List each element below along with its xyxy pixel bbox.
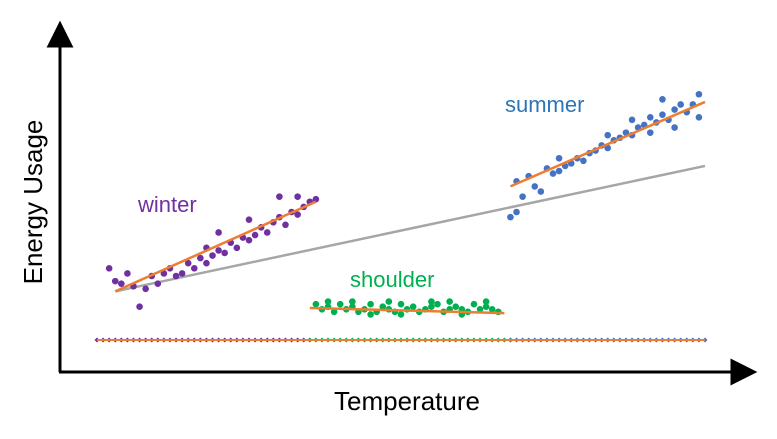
- shoulder-point: [324, 298, 332, 305]
- shoulder-point: [385, 298, 393, 305]
- winter-point: [203, 259, 210, 267]
- winter-point: [215, 247, 222, 254]
- shoulder-fit-line: [309, 306, 505, 315]
- x-axis-title: Temperature: [334, 386, 480, 416]
- summer-point: [695, 90, 703, 98]
- shoulder-point: [428, 303, 435, 311]
- shoulder-point: [379, 303, 387, 311]
- winter-point: [178, 270, 186, 277]
- winter-point: [197, 254, 204, 262]
- summer-point: [580, 157, 587, 165]
- summer-point: [659, 111, 666, 119]
- winter-point: [294, 211, 301, 218]
- winter-point: [233, 244, 241, 252]
- shoulder-point: [367, 311, 374, 318]
- summer-point: [677, 101, 684, 108]
- summer-point: [671, 124, 678, 131]
- winter-point: [263, 229, 271, 236]
- summer-point: [646, 113, 654, 121]
- shoulder-point: [452, 303, 460, 311]
- shoulder-point: [446, 298, 453, 305]
- shoulder-point: [336, 300, 344, 308]
- shoulder-point: [409, 303, 417, 311]
- summer-point: [646, 129, 654, 136]
- shoulder-label: shoulder: [350, 267, 434, 292]
- shoulder-point: [330, 308, 338, 316]
- winter-point: [245, 236, 253, 244]
- winter-point: [111, 277, 119, 285]
- summer-point: [513, 208, 520, 216]
- shoulder-point: [312, 300, 320, 308]
- winter-point: [282, 221, 289, 229]
- summer-label: summer: [505, 92, 584, 117]
- winter-point: [184, 259, 192, 267]
- summer-point: [628, 116, 636, 124]
- summer-point: [695, 113, 703, 121]
- winter-point: [294, 193, 301, 200]
- summer-point: [555, 167, 563, 175]
- summer-fit-line: [509, 100, 706, 188]
- shoulder-point: [349, 298, 356, 305]
- summer-point: [671, 106, 678, 113]
- summer-point: [555, 154, 563, 162]
- winter-point: [215, 229, 222, 236]
- shoulder-point: [434, 300, 441, 308]
- winter-point: [190, 265, 198, 272]
- winter-point: [245, 216, 253, 223]
- winter-point: [251, 231, 259, 239]
- y-axis-title: Energy Usage: [18, 120, 48, 285]
- summer-point: [519, 193, 526, 200]
- winter-point: [312, 195, 320, 203]
- shoulder-point: [482, 303, 490, 311]
- data-layer: [94, 90, 708, 343]
- winter-point: [209, 252, 216, 259]
- winter-point: [160, 270, 168, 277]
- winter-point: [105, 265, 113, 272]
- summer-point: [604, 131, 612, 139]
- winter-point: [142, 285, 149, 293]
- shoulder-point: [397, 300, 405, 308]
- shoulder-point: [397, 311, 405, 318]
- summer-point: [507, 213, 514, 221]
- overall-trend-line: [114, 164, 706, 293]
- winter-point: [124, 270, 131, 277]
- summer-point: [537, 188, 545, 195]
- summer-point: [659, 96, 666, 103]
- shoulder-point: [470, 300, 478, 308]
- winter-point: [276, 193, 283, 200]
- shoulder-point: [367, 300, 374, 308]
- shoulder-point: [476, 305, 484, 313]
- shoulder-point: [488, 305, 496, 313]
- winter-point: [118, 280, 125, 287]
- winter-fit-line: [114, 200, 317, 293]
- winter-point: [221, 249, 228, 257]
- shoulder-point: [428, 298, 435, 305]
- summer-point: [604, 144, 612, 152]
- winter-point: [154, 280, 162, 287]
- summer-point: [549, 170, 557, 177]
- winter-point: [136, 303, 143, 311]
- shoulder-point: [482, 298, 490, 305]
- summer-point: [531, 183, 539, 190]
- winter-point: [172, 272, 180, 280]
- winter-label: winter: [137, 192, 197, 217]
